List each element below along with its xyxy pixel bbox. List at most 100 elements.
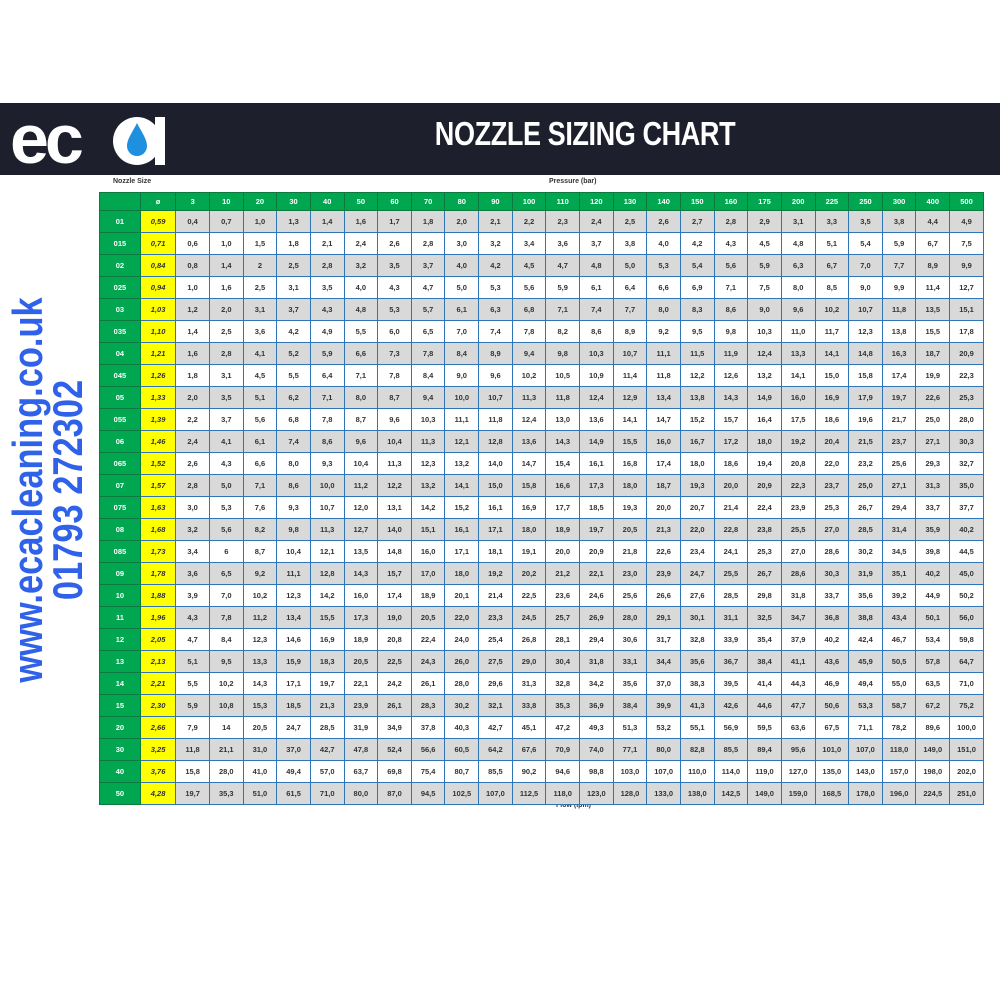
- flow-cell: 151,0: [949, 738, 984, 761]
- flow-cell: 12,0: [343, 496, 379, 519]
- flow-cell: 28,6: [814, 540, 850, 563]
- flow-cell: 18,1: [478, 540, 513, 563]
- diameter-cell: 3,76: [139, 760, 177, 783]
- flow-cell: 35,6: [612, 672, 648, 695]
- flow-cell: 2,8: [208, 342, 244, 365]
- flow-cell: 5,3: [478, 276, 513, 299]
- flow-cell: 7,5: [747, 276, 782, 299]
- flow-cell: 11,7: [814, 320, 850, 343]
- flow-cell: 6,8: [511, 298, 547, 321]
- flow-cell: 9,6: [343, 430, 379, 453]
- flow-cell: 28,0: [208, 760, 244, 783]
- flow-cell: 35,3: [208, 782, 244, 805]
- table-row: 07 1,57 2,8 5,0 7,1 8,6 10,0 11,2 12,2 13,2 14,1 15…: [99, 474, 984, 497]
- website-link[interactable]: www.ecacleaning.co.uk: [4, 297, 51, 683]
- flow-cell: 8,0: [276, 452, 311, 475]
- flow-cell: 13,1: [377, 496, 412, 519]
- flow-cell: 7,7: [881, 254, 917, 277]
- flow-cell: 30,2: [444, 694, 480, 717]
- flow-cell: 10,7: [612, 342, 648, 365]
- flow-cell: 23,6: [545, 584, 581, 607]
- flow-cell: 31,7: [646, 628, 681, 651]
- flow-cell: 31,1: [713, 606, 749, 629]
- flow-cell: 14,3: [713, 386, 749, 409]
- flow-cell: 4,1: [242, 342, 278, 365]
- flow-cell: 5,9: [747, 254, 782, 277]
- flow-cell: 2,8: [410, 232, 446, 255]
- flow-cell: 1,3: [276, 210, 311, 233]
- flow-cell: 23,9: [343, 694, 379, 717]
- table-row: 01 0,59 0,4 0,7 1,0 1,3 1,4 1,6 1,7 1,8 2,0 2,1 2,2 2…: [99, 210, 984, 233]
- header-pressure: 300: [881, 192, 917, 211]
- flow-cell: 7,0: [208, 584, 244, 607]
- flow-cell: 3,6: [242, 320, 278, 343]
- flow-cell: 17,0: [410, 562, 446, 585]
- flow-cell: 7,4: [579, 298, 614, 321]
- flow-cell: 32,7: [949, 452, 984, 475]
- flow-cell: 20,9: [747, 474, 782, 497]
- diameter-cell: 2,30: [139, 694, 177, 717]
- flow-cell: 32,5: [747, 606, 782, 629]
- flow-cell: 40,2: [915, 562, 951, 585]
- flow-cell: 6,2: [276, 386, 311, 409]
- flow-cell: 31,8: [579, 650, 614, 673]
- flow-cell: 12,7: [949, 276, 984, 299]
- flow-cell: 13,4: [276, 606, 311, 629]
- flow-cell: 19,6: [848, 408, 883, 431]
- flow-cell: 18,0: [747, 430, 782, 453]
- flow-cell: 77,1: [612, 738, 648, 761]
- flow-cell: 100,0: [949, 716, 984, 739]
- flow-cell: 5,3: [377, 298, 412, 321]
- flow-cell: 41,1: [780, 650, 816, 673]
- flow-cell: 6,7: [814, 254, 850, 277]
- flow-cell: 20,9: [949, 342, 984, 365]
- flow-cell: 2,0: [175, 386, 210, 409]
- flow-cell: 11,3: [410, 430, 446, 453]
- table-row: 05 1,33 2,0 3,5 5,1 6,2 7,1 8,0 8,7 9,4 10,0 10,7 11…: [99, 386, 984, 409]
- flow-cell: 31,3: [511, 672, 547, 695]
- flow-label: Flow (lpm): [556, 802, 591, 809]
- flow-cell: 14,7: [646, 408, 681, 431]
- flow-cell: 39,9: [646, 694, 681, 717]
- flow-cell: 21,1: [208, 738, 244, 761]
- nozzle-size-cell: 015: [99, 232, 141, 255]
- flow-cell: 7,7: [612, 298, 648, 321]
- flow-cell: 19,7: [309, 672, 345, 695]
- flow-cell: 13,8: [881, 320, 917, 343]
- flow-cell: 2,2: [175, 408, 210, 431]
- flow-cell: 9,8: [545, 342, 581, 365]
- nozzle-size-cell: 15: [99, 694, 141, 717]
- flow-cell: 36,7: [713, 650, 749, 673]
- flow-cell: 26,8: [511, 628, 547, 651]
- flow-cell: 13,4: [646, 386, 681, 409]
- nozzle-size-cell: 09: [99, 562, 141, 585]
- flow-cell: 5,1: [175, 650, 210, 673]
- flow-cell: 3,0: [175, 496, 210, 519]
- flow-cell: 20,8: [377, 628, 412, 651]
- flow-cell: 34,5: [881, 540, 917, 563]
- flow-cell: 135,0: [814, 760, 850, 783]
- flow-cell: 5,9: [881, 232, 917, 255]
- flow-cell: 4,7: [175, 628, 210, 651]
- flow-cell: 8,6: [309, 430, 345, 453]
- flow-cell: 10,2: [814, 298, 850, 321]
- flow-cell: 3,1: [242, 298, 278, 321]
- table-row: 02 0,84 0,8 1,4 2 2,5 2,8 3,2 3,5 3,7 4,0 4,2 4,5 4,7…: [99, 254, 984, 277]
- flow-cell: 19,3: [612, 496, 648, 519]
- flow-cell: 1,6: [175, 342, 210, 365]
- flow-cell: 12,3: [276, 584, 311, 607]
- flow-cell: 2,8: [309, 254, 345, 277]
- flow-cell: 11,0: [780, 320, 816, 343]
- flow-cell: 24,7: [276, 716, 311, 739]
- flow-cell: 15,0: [814, 364, 850, 387]
- nozzle-size-cell: 055: [99, 408, 141, 431]
- flow-cell: 251,0: [949, 782, 984, 805]
- flow-cell: 17,1: [444, 540, 480, 563]
- flow-cell: 32,8: [545, 672, 581, 695]
- flow-cell: 16,0: [646, 430, 681, 453]
- flow-cell: 10,0: [309, 474, 345, 497]
- flow-cell: 7,0: [444, 320, 480, 343]
- flow-cell: 107,0: [646, 760, 681, 783]
- flow-cell: 4,9: [949, 210, 984, 233]
- flow-cell: 5,4: [848, 232, 883, 255]
